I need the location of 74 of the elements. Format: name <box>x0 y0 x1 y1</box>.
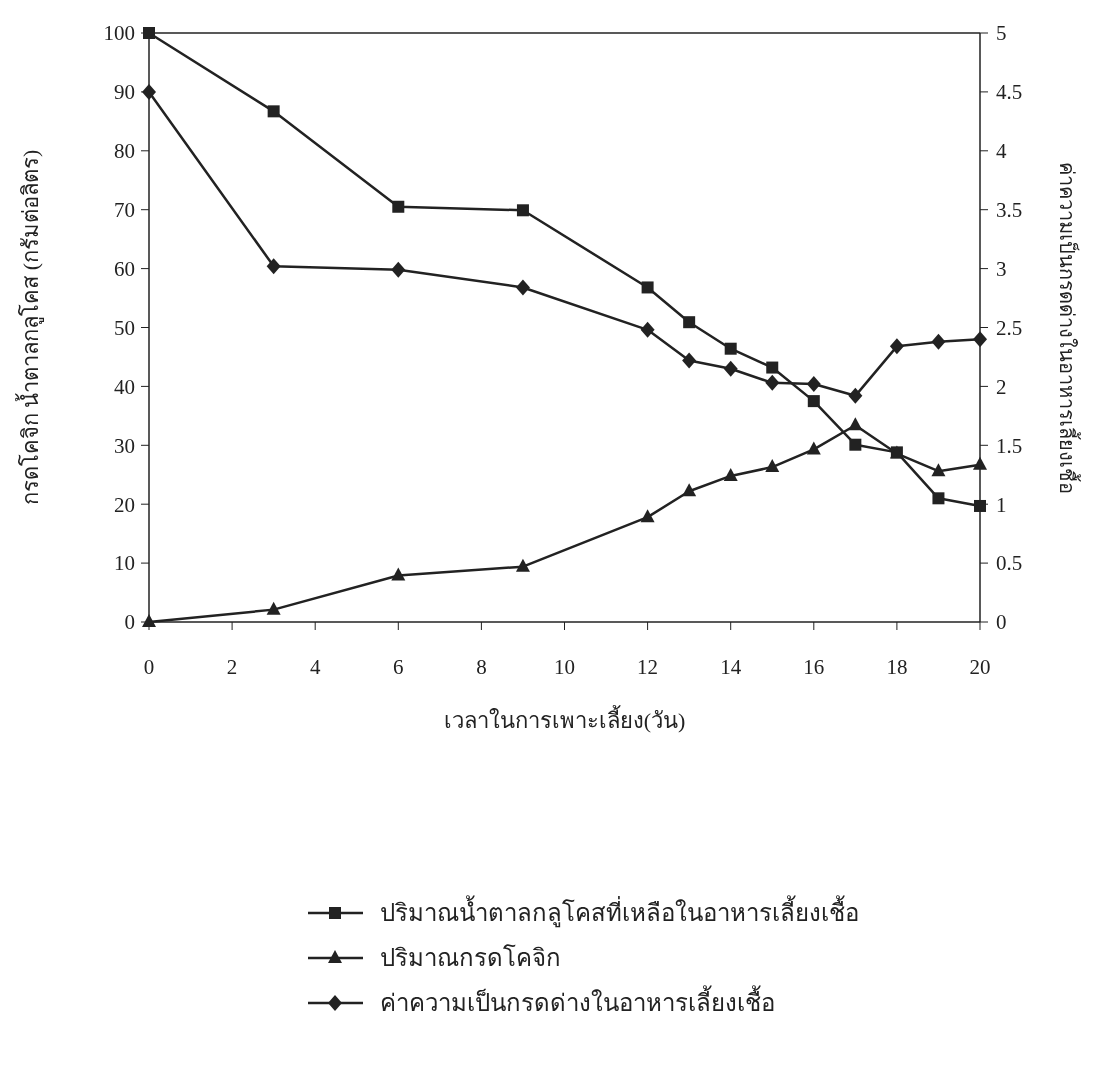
y2-tick-label: 1.5 <box>996 433 1023 458</box>
point <box>641 281 654 294</box>
y-axis-title: กรดโคจิก น้ำตาลกลูโคส (กรัมต่อลิตร) <box>15 149 44 506</box>
point <box>266 258 281 275</box>
point <box>392 200 405 213</box>
point <box>267 105 280 118</box>
y-tick-label: 40 <box>114 374 135 399</box>
point <box>515 558 530 572</box>
point <box>723 360 738 377</box>
y2-tick-label: 4.5 <box>996 80 1023 105</box>
y2-tick-label: 0.5 <box>996 551 1023 576</box>
point <box>142 83 156 100</box>
point <box>391 567 406 581</box>
y-tick-label: 70 <box>114 198 135 223</box>
y-tick-label: 60 <box>114 256 135 281</box>
point <box>391 261 406 278</box>
x-tick-label: 10 <box>554 655 575 679</box>
y-tick-label: 80 <box>114 139 135 164</box>
point <box>266 601 281 615</box>
x-axis-title: เวลาในการเพาะเลี้ยง(วัน) <box>443 705 686 733</box>
y2-tick-label: 3 <box>996 256 1007 281</box>
point <box>682 483 697 497</box>
legend-label: ค่าความเป็นกรดด่างในอาหารเลี้ยงเชื้อ <box>380 985 775 1017</box>
point <box>724 342 737 355</box>
legend-label: ปริมาณน้ำตาลกลูโคสที่เหลือในอาหารเลี้ยงเชื้อ <box>380 895 859 929</box>
point <box>806 441 821 455</box>
x-tick-label: 16 <box>803 655 825 679</box>
y-tick-label: 0 <box>124 610 135 635</box>
point <box>973 331 987 348</box>
y-tick-label: 90 <box>114 80 135 105</box>
y2-axis-title: ค่าความเป็นกรดด่างในอาหารเลี้ยงเชื้อ <box>1056 161 1081 494</box>
point <box>765 374 780 391</box>
y2-tick-label: 0 <box>996 610 1007 635</box>
point <box>640 509 655 523</box>
point <box>889 338 904 355</box>
point <box>765 459 780 473</box>
point <box>806 376 821 393</box>
point <box>931 463 946 477</box>
point <box>974 499 986 512</box>
x-tick-label: 0 <box>143 655 155 679</box>
point <box>723 467 738 481</box>
x-tick-label: 18 <box>886 655 908 679</box>
y-tick-label: 10 <box>114 551 135 576</box>
y-tick-label: 50 <box>114 315 135 340</box>
point <box>515 279 530 296</box>
point <box>516 204 529 217</box>
y2-tick-label: 1 <box>996 492 1007 517</box>
y2-tick-label: 5 <box>996 21 1007 46</box>
y2-tick-label: 2.5 <box>996 315 1023 340</box>
point <box>848 387 863 404</box>
point <box>766 361 779 374</box>
point <box>640 321 655 338</box>
x-tick-label: 6 <box>393 655 404 679</box>
legend-label: ปริมาณกรดโคจิก <box>380 944 561 972</box>
point <box>848 417 863 431</box>
y-tick-label: 100 <box>103 21 135 46</box>
x-tick-label: 2 <box>226 655 238 679</box>
point <box>807 395 820 408</box>
y2-tick-label: 4 <box>996 139 1007 164</box>
point <box>973 456 987 470</box>
y2-tick-label: 3.5 <box>996 198 1023 223</box>
y-tick-label: 30 <box>114 433 135 458</box>
y2-tick-label: 2 <box>996 374 1007 399</box>
point <box>931 333 946 350</box>
x-tick-label: 20 <box>969 655 991 679</box>
point <box>682 352 697 369</box>
x-tick-label: 4 <box>309 655 321 679</box>
x-tick-label: 12 <box>637 655 659 679</box>
y-tick-label: 20 <box>114 492 135 517</box>
point <box>932 492 945 505</box>
point <box>683 316 696 329</box>
point <box>849 438 862 451</box>
x-tick-label: 8 <box>476 655 487 679</box>
x-tick-label: 14 <box>720 655 742 679</box>
